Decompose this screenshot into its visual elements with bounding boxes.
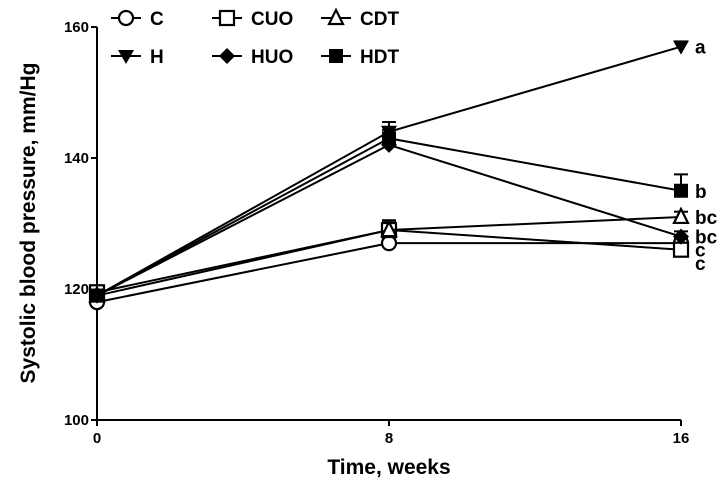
data-point-hdt — [90, 288, 104, 303]
data-point-hdt — [674, 183, 688, 198]
legend-marker-cuo — [218, 9, 236, 27]
x-ticks: 0 8 16 — [93, 420, 690, 447]
series-line-h — [96, 45, 682, 297]
y-axis-title: Systolic blood pressure, mm/Hg — [17, 63, 40, 384]
legend-item-c: C — [111, 9, 164, 30]
legend-marker-cdt — [327, 7, 345, 26]
significance-label: a — [695, 38, 706, 59]
x-tick-label: 8 — [385, 430, 393, 447]
series-cdt — [88, 206, 690, 303]
y-ticks: 100 120 140 160 — [64, 19, 97, 429]
y-tick-label: 120 — [64, 281, 89, 298]
series-line-hdt — [96, 137, 682, 297]
legend-marker-h — [118, 50, 134, 64]
significance-label: bc — [695, 228, 718, 249]
significance-label: c — [695, 241, 706, 262]
significance-label: b — [695, 182, 707, 203]
legend-item-huo: HUO — [212, 47, 293, 68]
data-point-huo — [673, 228, 689, 245]
data-point-cdt — [672, 206, 690, 225]
legend: C CUO CDT H HUO HDT — [111, 7, 399, 68]
legend-label: CUO — [251, 9, 293, 30]
legend-item-cdt: CDT — [321, 7, 399, 30]
legend-marker-hdt — [329, 49, 343, 63]
series-hdt — [90, 128, 688, 303]
series-c — [88, 235, 690, 311]
legend-item-hdt: HDT — [321, 47, 399, 68]
legend-label: CDT — [360, 9, 399, 30]
data-point-h — [673, 40, 689, 55]
legend-label: C — [150, 9, 164, 30]
data-point-c — [380, 235, 398, 252]
y-tick-label: 160 — [64, 19, 89, 36]
legend-marker-huo — [219, 48, 235, 64]
legend-label: HDT — [360, 47, 399, 68]
legend-item-h: H — [111, 47, 164, 68]
x-tick-label: 0 — [93, 430, 101, 447]
legend-item-cuo: CUO — [212, 9, 293, 30]
significance-label: c — [695, 254, 706, 275]
data-point-hdt — [382, 131, 396, 146]
data-point-cuo — [672, 241, 690, 258]
legend-label: H — [150, 47, 164, 68]
series-h — [89, 40, 689, 304]
y-tick-label: 100 — [64, 412, 89, 429]
significance-label: bc — [695, 208, 718, 229]
data-point-cdt — [380, 219, 398, 238]
y-tick-label: 140 — [64, 150, 89, 167]
series-layer — [88, 40, 690, 311]
x-tick-label: 16 — [673, 430, 690, 447]
x-axis-title: Time, weeks — [327, 456, 450, 479]
legend-label: HUO — [251, 47, 293, 68]
legend-marker-c — [117, 9, 135, 27]
